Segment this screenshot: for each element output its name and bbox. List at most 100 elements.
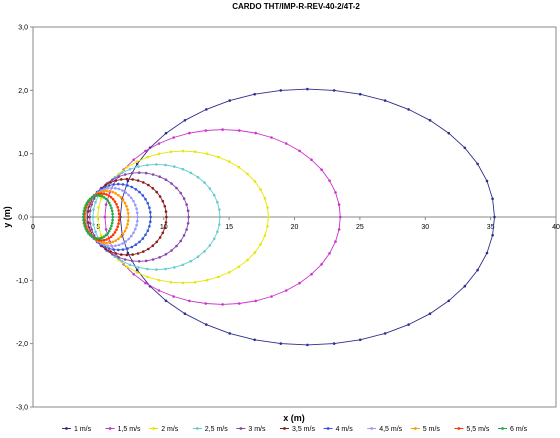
data-point xyxy=(254,131,257,135)
data-point xyxy=(203,250,206,253)
data-point xyxy=(149,220,152,223)
data-point xyxy=(121,232,125,236)
legend-swatch-marker xyxy=(326,427,330,430)
data-point xyxy=(109,227,112,230)
data-point xyxy=(320,263,323,266)
data-point xyxy=(144,281,147,285)
data-point xyxy=(208,187,212,190)
data-point xyxy=(125,165,129,169)
data-point xyxy=(121,198,125,202)
data-point xyxy=(112,183,115,186)
data-point xyxy=(127,237,130,241)
data-point xyxy=(203,181,206,184)
data-point xyxy=(123,173,127,176)
data-point xyxy=(138,240,141,244)
data-point xyxy=(158,195,162,198)
data-point xyxy=(204,129,208,132)
data-point xyxy=(114,179,118,182)
data-point xyxy=(144,171,148,175)
data-point xyxy=(163,205,167,208)
data-point xyxy=(164,210,168,213)
data-point xyxy=(127,193,130,197)
data-point xyxy=(126,212,130,215)
data-point xyxy=(141,194,145,197)
data-point xyxy=(114,244,117,248)
data-point xyxy=(298,281,301,285)
data-point xyxy=(121,248,125,251)
legend-label: 4 m/s xyxy=(336,426,354,433)
data-point xyxy=(82,221,86,225)
data-point xyxy=(92,208,95,211)
data-point xyxy=(108,190,112,193)
data-point xyxy=(339,215,342,219)
data-point xyxy=(186,222,190,225)
series-5 xyxy=(88,171,190,263)
data-point xyxy=(253,180,257,183)
series-11 xyxy=(82,194,115,240)
data-point xyxy=(149,211,152,214)
data-point xyxy=(254,299,257,303)
data-point xyxy=(407,108,410,111)
data-point xyxy=(163,226,167,229)
legend-swatch-marker xyxy=(65,427,68,430)
data-point xyxy=(113,200,117,203)
data-point xyxy=(126,219,130,222)
data-point xyxy=(284,142,288,145)
data-point xyxy=(126,251,130,255)
data-point xyxy=(205,152,209,156)
data-point xyxy=(104,203,108,206)
data-point xyxy=(107,184,111,187)
data-point xyxy=(97,225,100,228)
data-point xyxy=(217,155,220,159)
data-point xyxy=(126,247,129,250)
data-point xyxy=(114,192,117,195)
data-point xyxy=(146,267,149,271)
data-point xyxy=(320,168,323,171)
data-point xyxy=(116,206,119,209)
data-point xyxy=(102,190,105,193)
data-point xyxy=(148,206,151,209)
data-point xyxy=(134,227,137,231)
data-point xyxy=(121,189,124,192)
data-point xyxy=(407,323,410,326)
data-point xyxy=(126,223,129,226)
data-point xyxy=(138,190,141,194)
data-point xyxy=(110,209,114,213)
data-point xyxy=(94,230,97,234)
data-point xyxy=(147,183,150,187)
data-point xyxy=(120,178,123,181)
data-point xyxy=(106,186,110,190)
data-point xyxy=(121,242,124,245)
data-point xyxy=(144,197,147,201)
data-point xyxy=(238,129,241,132)
legend-swatch-marker xyxy=(239,427,243,430)
data-point xyxy=(117,193,120,197)
data-point xyxy=(238,302,241,305)
data-point xyxy=(218,215,222,219)
data-point xyxy=(164,163,167,167)
data-point xyxy=(179,191,182,195)
data-point xyxy=(114,252,118,255)
legend-label: 5 m/s xyxy=(423,426,441,433)
data-point xyxy=(114,239,117,242)
legend-swatch-marker xyxy=(283,427,286,430)
data-point xyxy=(135,162,139,166)
data-point xyxy=(125,265,129,269)
legend-label: 3 m/s xyxy=(248,426,266,433)
data-point xyxy=(88,233,92,237)
data-point xyxy=(493,215,496,219)
data-point xyxy=(115,228,118,231)
data-point xyxy=(100,236,104,239)
legend: 1 m/s 1,5 m/s 2 m/s 2,5 m/s 3 m/s 3,5 m/s 4 m/… xyxy=(62,426,528,433)
data-point xyxy=(204,302,208,305)
data-point xyxy=(111,190,115,194)
data-point xyxy=(87,199,90,202)
data-point xyxy=(183,119,187,122)
ticks-group: 05101520253035403,02,01,00,0-1,0-2,0-3,0 xyxy=(16,25,560,412)
legend-swatch-marker xyxy=(195,427,199,430)
data-point xyxy=(164,267,167,271)
data-point xyxy=(334,240,337,243)
data-point xyxy=(132,199,135,203)
data-point xyxy=(125,204,128,208)
data-point xyxy=(148,225,151,228)
